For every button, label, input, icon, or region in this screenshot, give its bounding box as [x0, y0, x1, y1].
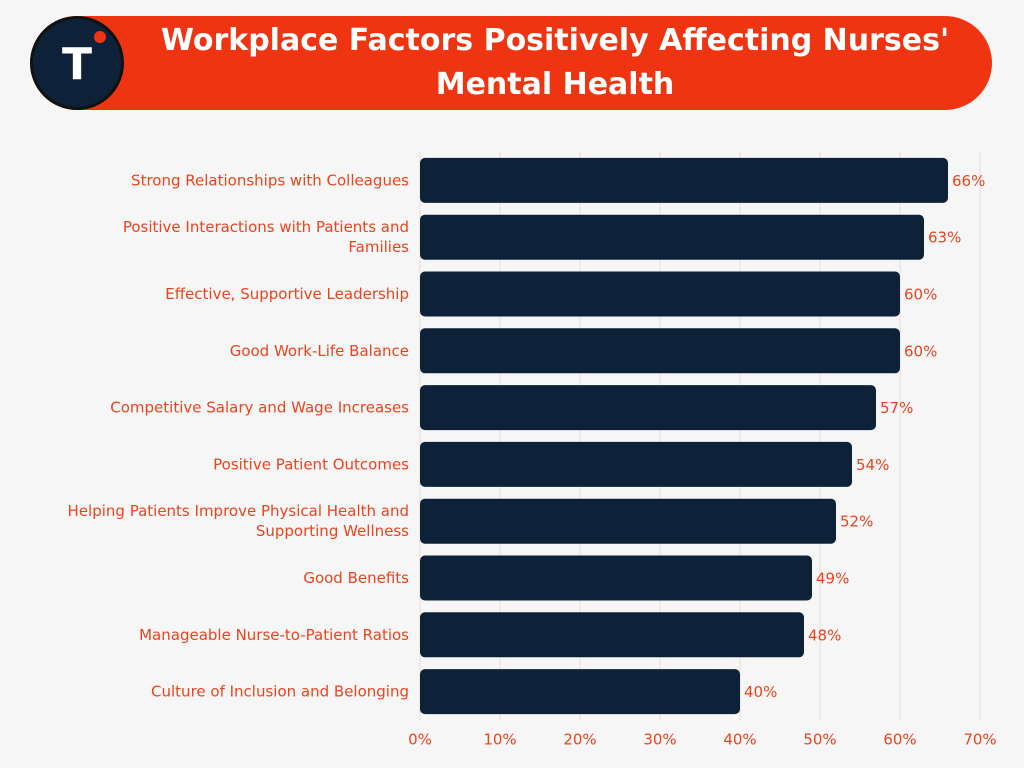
x-tick-label: 50%	[803, 731, 836, 749]
category-label: Effective, Supportive Leadership	[165, 285, 409, 303]
category-label: Positive Interactions with Patients and F…	[123, 218, 409, 256]
chart-title: Workplace Factors Positively Affecting N…	[160, 23, 950, 102]
bar	[420, 328, 900, 374]
logo-letter: T	[61, 39, 92, 90]
bar-value-label: 54%	[856, 456, 889, 474]
bar-value-label: 57%	[880, 399, 913, 417]
category-label: Good Work-Life Balance	[230, 341, 409, 359]
bar	[420, 441, 852, 487]
category-label: Culture of Inclusion and Belonging	[151, 682, 409, 700]
bar	[420, 157, 948, 203]
x-tick-label: 10%	[483, 731, 516, 749]
bar	[420, 669, 740, 715]
bar	[420, 612, 804, 658]
bar	[420, 214, 924, 260]
bar-value-label: 40%	[744, 683, 777, 701]
bar	[420, 271, 900, 317]
bar-value-label: 63%	[928, 229, 961, 247]
x-tick-label: 70%	[963, 731, 996, 749]
bar-value-label: 60%	[904, 286, 937, 304]
x-tick-label: 60%	[883, 731, 916, 749]
category-label: Strong Relationships with Colleagues	[131, 171, 409, 189]
x-tick-label: 0%	[408, 731, 432, 749]
category-label: Good Benefits	[303, 569, 409, 587]
title-banner	[30, 16, 992, 110]
bar-value-label: 60%	[904, 342, 937, 360]
bar	[420, 385, 876, 431]
category-label: Helping Patients Improve Physical Health…	[68, 502, 410, 540]
x-tick-label: 30%	[643, 731, 676, 749]
logo-dot-icon	[94, 31, 106, 43]
category-label: Positive Patient Outcomes	[213, 455, 409, 473]
bar-value-label: 52%	[840, 513, 873, 531]
bar-value-label: 66%	[952, 172, 985, 190]
bar-value-label: 49%	[816, 570, 849, 588]
logo: T	[30, 16, 124, 110]
bar-value-label: 48%	[808, 626, 841, 644]
category-label: Competitive Salary and Wage Increases	[110, 398, 409, 416]
x-tick-label: 20%	[563, 731, 596, 749]
bar	[420, 498, 836, 544]
bar	[420, 555, 812, 601]
x-tick-label: 40%	[723, 731, 756, 749]
category-label: Manageable Nurse-to-Patient Ratios	[139, 625, 409, 643]
